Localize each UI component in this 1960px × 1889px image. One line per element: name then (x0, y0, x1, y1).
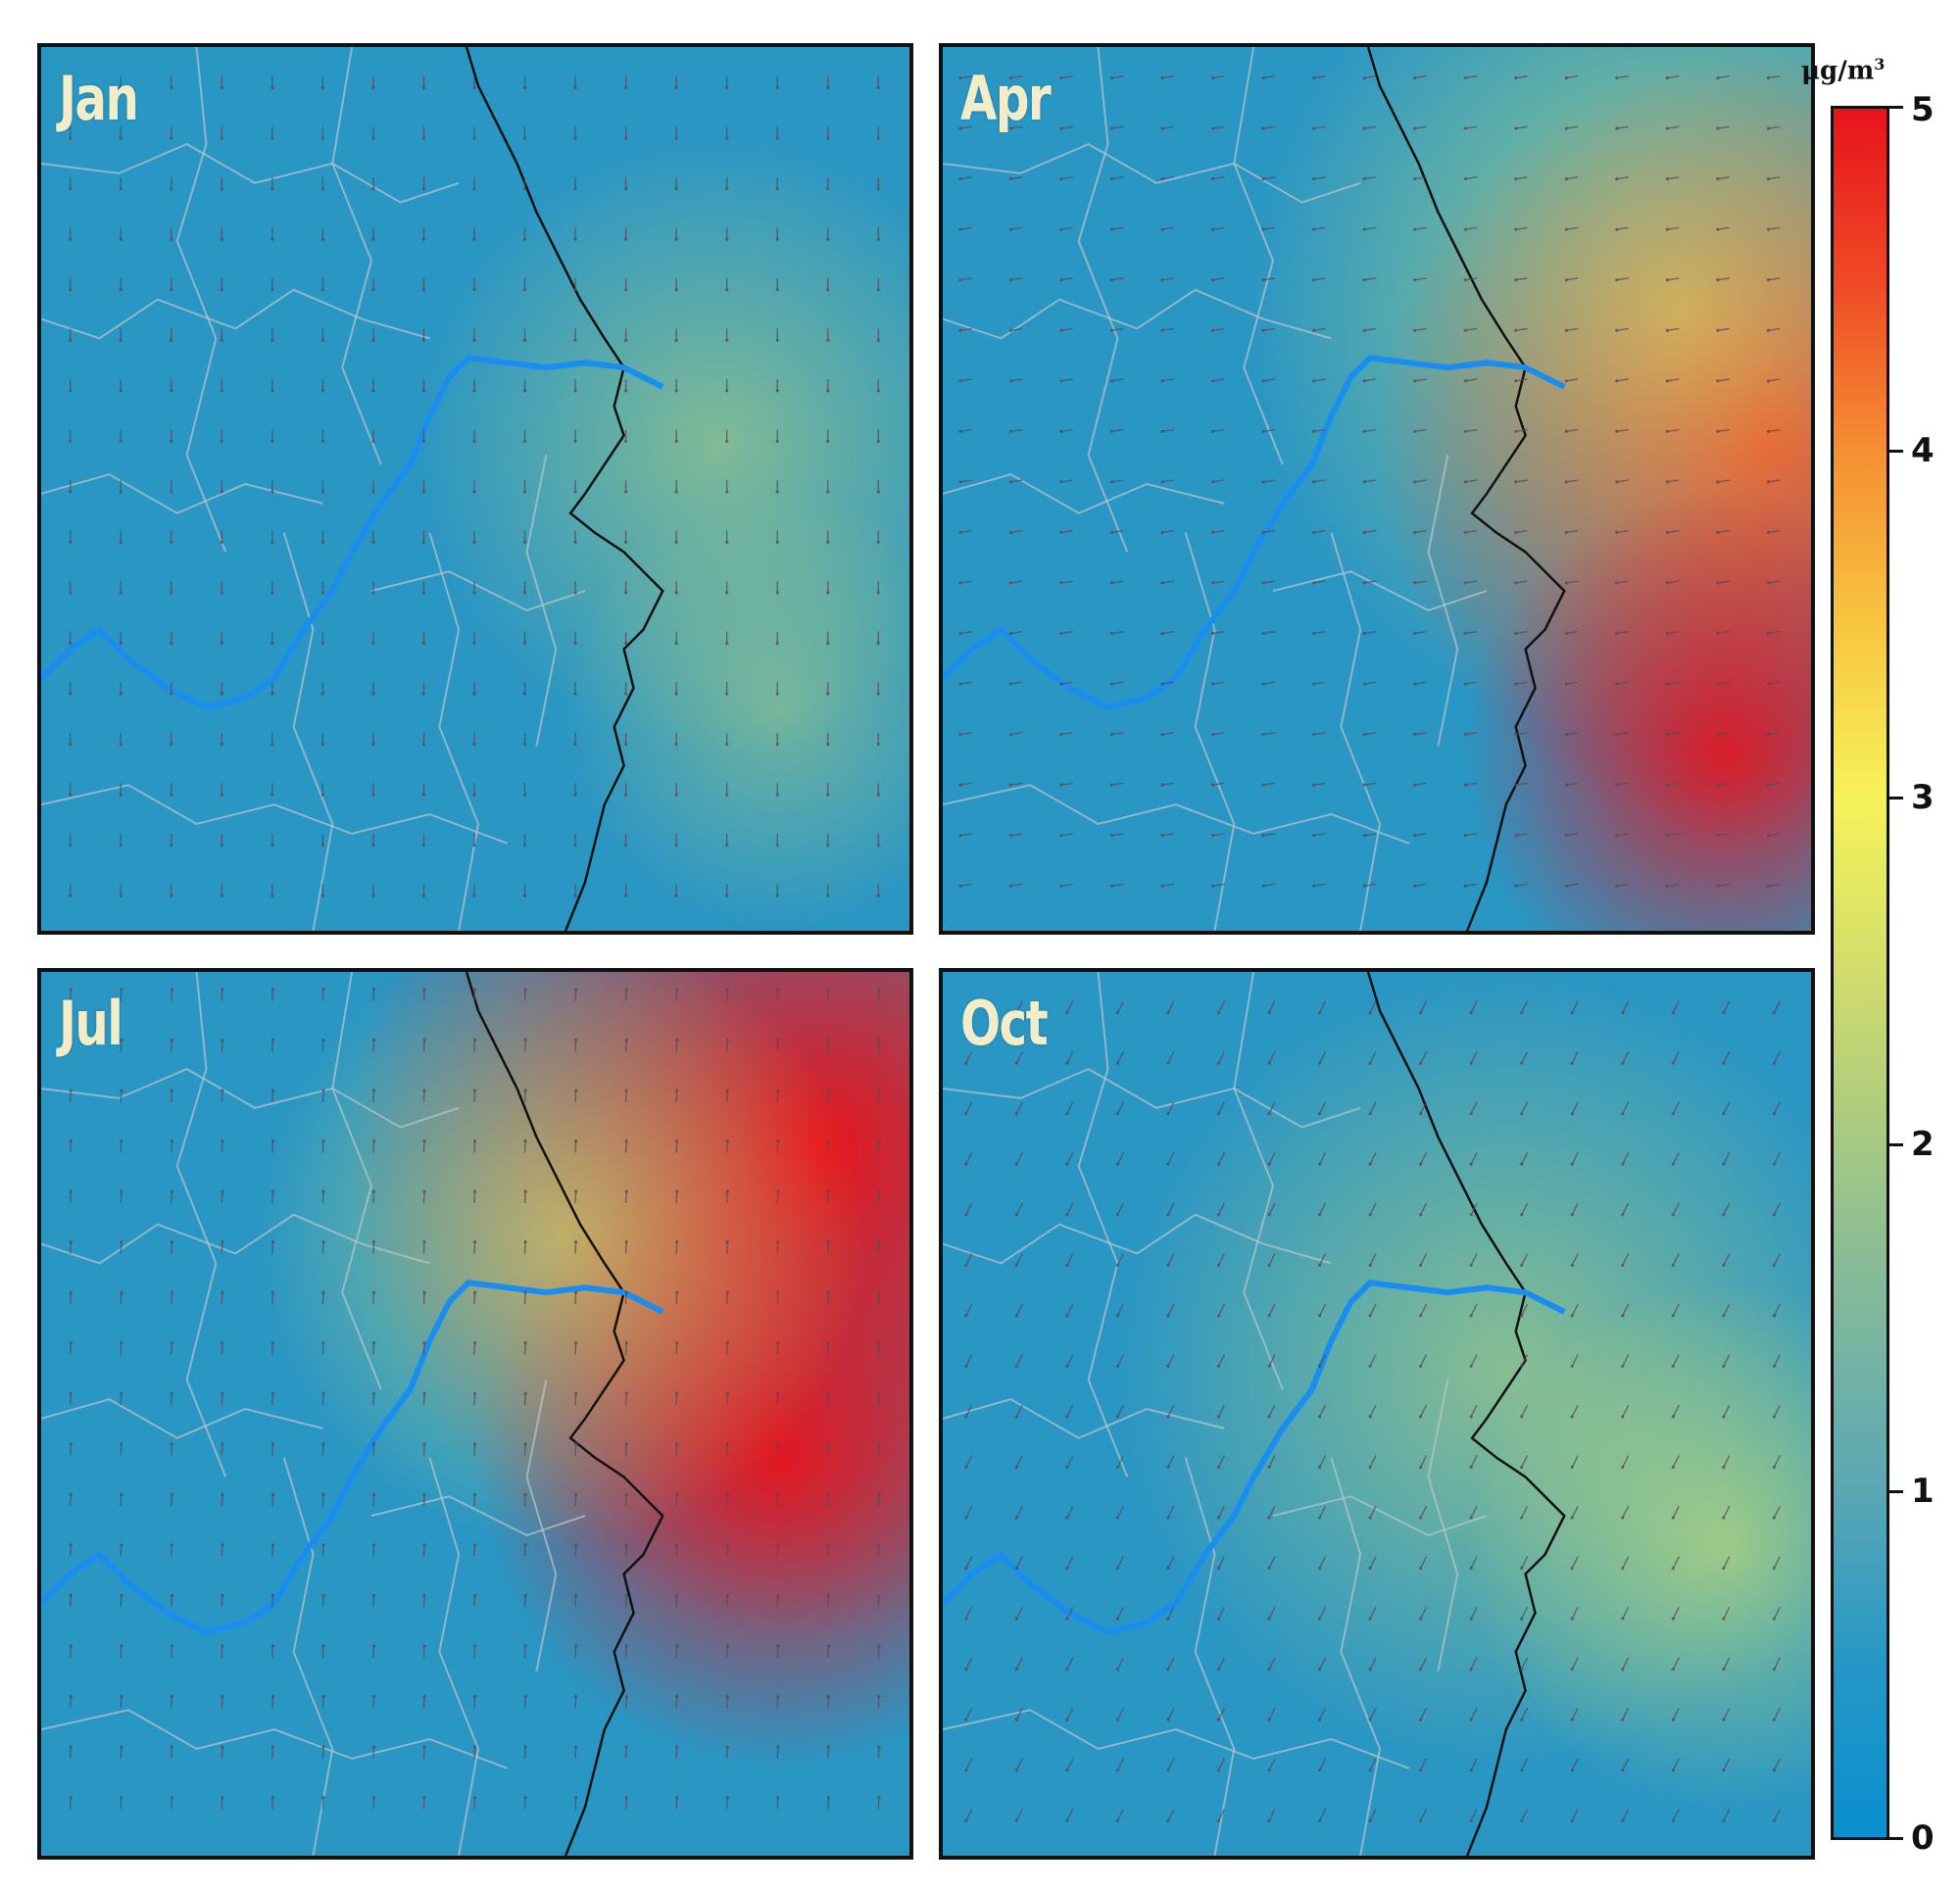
colorbar-tick-label: 4 (1911, 431, 1935, 470)
colorbar-tick (1887, 1837, 1903, 1840)
panel-label-oct: Oct (960, 988, 1049, 1059)
colorbar-tick (1887, 1143, 1903, 1146)
map-jul (41, 972, 909, 1856)
panel-label-jul: Jul (59, 988, 123, 1059)
map-panel-jul: Jul (37, 968, 913, 1860)
colorbar-tick-label: 2 (1911, 1125, 1935, 1164)
map-panel-apr: Apr (939, 43, 1815, 935)
map-panel-jan: Jan (37, 43, 913, 935)
colorbar-tick-label: 3 (1911, 778, 1935, 817)
colorbar (1831, 106, 1889, 1840)
map-apr (943, 47, 1811, 931)
colorbar-tick (1887, 450, 1903, 453)
colorbar-tick-label: 0 (1911, 1818, 1935, 1858)
map-panel-oct: Oct (939, 968, 1815, 1860)
colorbar-tick-label: 1 (1911, 1472, 1935, 1511)
colorbar-unit: μg/m3 (1801, 55, 1885, 86)
panel-label-jan: Jan (59, 63, 139, 134)
panel-label-apr: Apr (960, 63, 1052, 134)
unit-exponent: 3 (1874, 55, 1886, 73)
colorbar-tick (1887, 1490, 1903, 1493)
map-oct (943, 972, 1811, 1856)
colorbar-tick (1887, 106, 1903, 109)
colorbar-tick (1887, 797, 1903, 799)
colorbar-legend: 0 1 2 3 4 5 (1831, 90, 1935, 1858)
colorbar-tick-label: 5 (1911, 90, 1935, 129)
unit-base: μg/m (1801, 56, 1875, 86)
map-jan (41, 47, 909, 931)
